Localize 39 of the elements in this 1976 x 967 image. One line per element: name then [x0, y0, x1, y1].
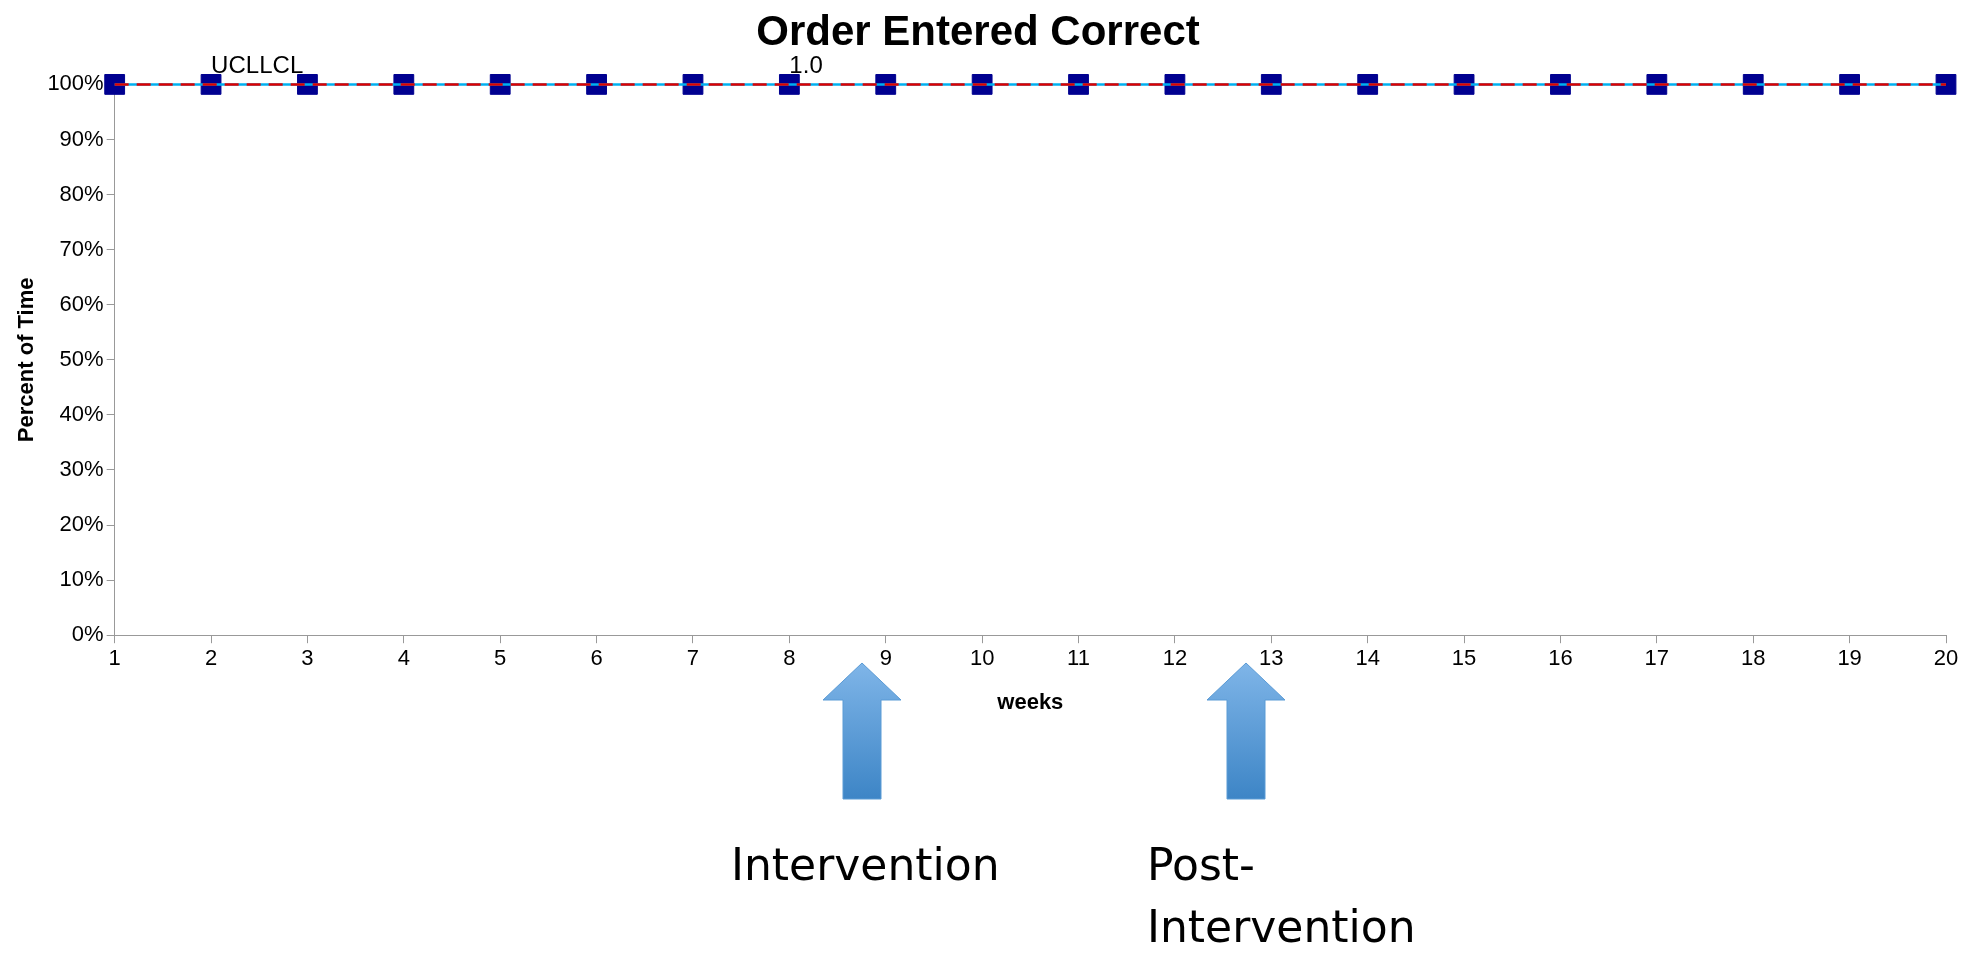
- y-tick-label: 90%: [59, 125, 104, 151]
- x-tick-label: 19: [1837, 645, 1862, 671]
- x-tick-label: 3: [301, 645, 314, 671]
- y-tick-label: 40%: [59, 400, 104, 426]
- y-tick-label: 30%: [59, 456, 104, 482]
- x-axis-title: weeks: [996, 688, 1064, 714]
- x-tick-label: 2: [204, 645, 218, 671]
- x-tick-label: 20: [1933, 645, 1959, 671]
- x-tick-label: 18: [1740, 645, 1766, 671]
- x-tick-label: 13: [1259, 645, 1284, 671]
- x-tick-label: 5: [494, 645, 507, 671]
- y-tick-label: 70%: [59, 235, 104, 261]
- y-tick-label: 50%: [59, 345, 104, 371]
- x-tick-label: 16: [1548, 645, 1573, 671]
- x-tick-label: 8: [783, 645, 796, 671]
- x-tick-label: 7: [686, 645, 700, 671]
- x-tick-label: 9: [879, 645, 892, 671]
- y-tick-label: 10%: [59, 566, 104, 592]
- x-tick-label: 12: [1162, 645, 1188, 671]
- annotation: UCL: [211, 51, 260, 79]
- y-tick-label: 20%: [59, 511, 104, 537]
- x-tick-label: 11: [1067, 645, 1090, 671]
- x-tick-label: 15: [1451, 645, 1477, 671]
- x-tick-label: 10: [969, 645, 995, 671]
- x-tick-label: 17: [1644, 645, 1670, 671]
- y-tick-label: 60%: [59, 290, 104, 316]
- x-tick-label: 4: [397, 645, 410, 671]
- x-tick-label: 1: [108, 645, 121, 671]
- y-tick-label: 80%: [59, 180, 104, 206]
- text: Post-Intervention: [1147, 838, 1417, 954]
- y-axis-title: Percent of Time: [13, 277, 39, 443]
- y-tick-label: 0%: [71, 621, 104, 647]
- x-tick-label: 14: [1355, 645, 1380, 671]
- chart-title: Order Entered Correct: [756, 6, 1200, 54]
- y-tick-label: 100%: [47, 70, 104, 96]
- annotation: 1.0: [789, 51, 823, 79]
- text: Intervention: [731, 838, 1001, 892]
- x-tick-label: 6: [590, 645, 603, 671]
- annotation: LCL: [259, 51, 304, 79]
